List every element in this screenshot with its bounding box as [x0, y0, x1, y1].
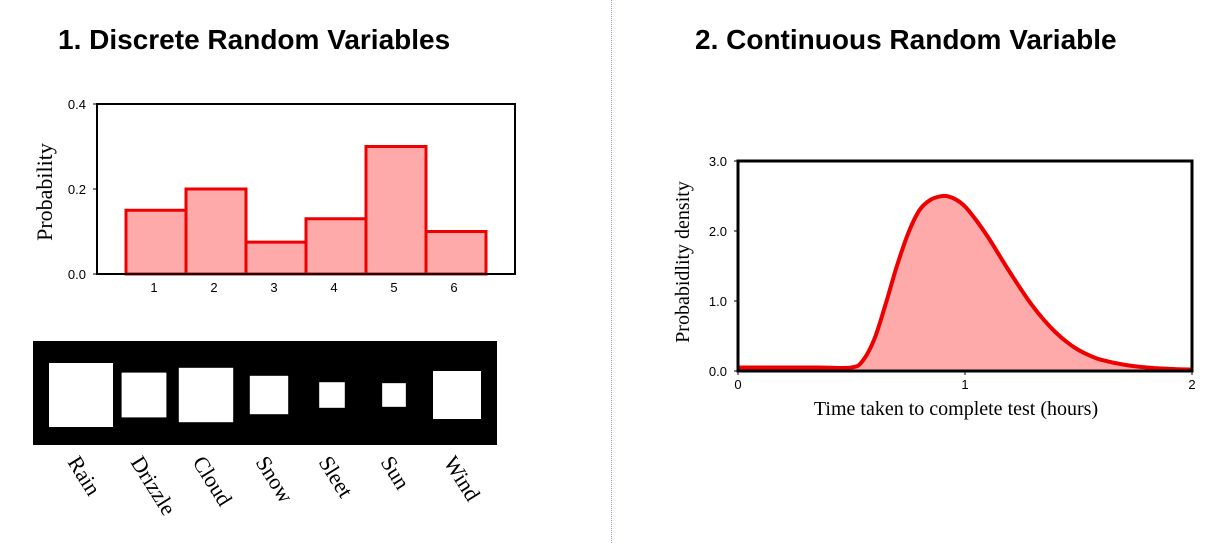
- legend-swatch-rain: [49, 363, 113, 427]
- legend-label-rain: Rain: [63, 451, 106, 499]
- legend-label-sun: Sun: [376, 451, 415, 493]
- bar-x-tick-label: 1: [150, 280, 157, 295]
- bar-y-tick-label: 0.2: [68, 182, 86, 197]
- legend-swatch-wind: [433, 371, 481, 419]
- bar-3: [244, 240, 308, 276]
- density-x-tick-label: 0: [734, 377, 741, 392]
- weather-legend: Rain Drizzle Cloud Snow Sleet Sun Wind: [33, 341, 497, 520]
- density-curve: [738, 193, 1193, 372]
- legend-swatch-cloud: [178, 367, 234, 423]
- bar-x-tick-label: 6: [450, 280, 457, 295]
- density-x-tick-label: 1: [961, 377, 968, 392]
- bar-x-tick-label: 5: [390, 280, 397, 295]
- continuous-density-chart: 0.0 1.0 2.0 3.0 0 1 2 Time taken to complete …: [672, 154, 1196, 420]
- density-y-tick-label: 0.0: [709, 364, 727, 379]
- bar-y-ticks: 0.0 0.2 0.4: [68, 97, 97, 282]
- continuous-y-axis-label: Probabidlity density: [672, 181, 694, 343]
- continuous-x-axis-label: Time taken to complete test (hours): [814, 398, 1098, 420]
- legend-swatch-drizzle: [121, 372, 167, 418]
- bar-x-tick-label: 4: [330, 280, 337, 295]
- panel-divider: [611, 0, 612, 543]
- density-x-tick-label: 2: [1188, 377, 1195, 392]
- density-y-tick-label: 1.0: [709, 294, 727, 309]
- bar-4: [304, 217, 368, 276]
- bar-2: [184, 187, 248, 276]
- legend-labels: Rain Drizzle Cloud Snow Sleet Sun Wind: [63, 451, 486, 519]
- legend-swatches: [49, 363, 481, 427]
- bar-y-tick-label: 0.4: [68, 97, 86, 112]
- discrete-y-axis-label: Probability: [32, 143, 57, 241]
- density-y-tick-label: 2.0: [709, 224, 727, 239]
- legend-swatch-snow: [249, 375, 289, 415]
- density-y-tick-label: 3.0: [709, 154, 727, 169]
- legend-label-drizzle: Drizzle: [126, 451, 182, 519]
- bar-x-tick-label: 3: [270, 280, 277, 295]
- bar-x-tick-label: 2: [210, 280, 217, 295]
- legend-swatch-sun: [382, 383, 406, 407]
- legend-label-sleet: Sleet: [314, 451, 359, 502]
- bar-group: [124, 145, 488, 276]
- continuous-chart-title: 2. Continuous Random Variable: [695, 24, 1117, 55]
- discrete-chart-title: 1. Discrete Random Variables: [58, 24, 451, 55]
- density-y-ticks: 0.0 1.0 2.0 3.0: [709, 154, 738, 379]
- bar-x-ticks: 1 2 3 4 5 6: [150, 280, 457, 295]
- bar-5: [364, 145, 428, 276]
- legend-label-wind: Wind: [439, 451, 486, 505]
- density-area: [738, 195, 1192, 371]
- density-x-ticks: 0 1 2: [734, 371, 1196, 392]
- legend-swatch-sleet: [319, 382, 345, 408]
- legend-label-cloud: Cloud: [188, 451, 238, 510]
- bar-6: [424, 230, 488, 276]
- bar-y-tick-label: 0.0: [68, 267, 86, 282]
- discrete-bar-chart: 0.0 0.2 0.4 1 2 3 4 5 6 Probability: [32, 97, 516, 295]
- bar-1: [124, 208, 188, 276]
- legend-label-snow: Snow: [251, 451, 299, 507]
